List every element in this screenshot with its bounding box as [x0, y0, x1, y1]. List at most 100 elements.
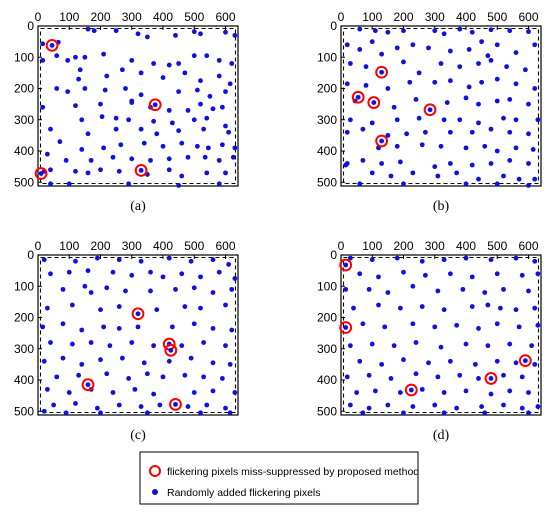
data-point-random	[385, 29, 391, 35]
data-point-random	[198, 274, 203, 280]
data-point-random	[207, 93, 213, 99]
data-point-missed	[131, 307, 145, 321]
data-point-random	[129, 57, 135, 63]
data-point-random	[132, 386, 138, 392]
data-point-random	[48, 271, 53, 277]
data-point-random	[435, 288, 441, 294]
data-point-random	[519, 405, 525, 411]
data-point-missed-center	[379, 69, 385, 75]
x-tick-label: 400	[153, 10, 173, 24]
data-point-random	[360, 126, 366, 132]
data-point-missed	[148, 98, 162, 112]
data-point-random	[513, 81, 519, 87]
data-point-random	[438, 61, 444, 66]
data-point-random	[205, 145, 211, 151]
legend-box	[139, 451, 419, 505]
data-point-random	[447, 358, 453, 364]
data-point-random	[69, 341, 75, 347]
x-tick-label: 400	[456, 239, 476, 253]
data-point-random	[48, 126, 53, 132]
data-point-random	[463, 255, 469, 261]
data-point-random	[79, 117, 85, 123]
data-point-random	[507, 97, 513, 102]
data-point-random	[144, 371, 150, 377]
data-point-random	[201, 340, 207, 345]
data-point-random	[123, 288, 128, 294]
data-point-random	[485, 53, 491, 59]
data-point-random	[229, 286, 235, 292]
data-point-random	[173, 286, 178, 292]
data-point-random	[343, 162, 349, 168]
data-point-random	[360, 321, 366, 327]
x-tick-label: 0	[35, 10, 42, 24]
data-point-random	[73, 54, 78, 60]
data-point-random	[113, 115, 119, 121]
data-point-missed	[339, 321, 353, 334]
data-point-random	[191, 53, 197, 59]
data-point-random	[535, 117, 541, 123]
data-point-random	[441, 117, 447, 123]
data-point-random	[216, 73, 222, 79]
data-point-random	[173, 32, 178, 38]
data-point-random	[148, 269, 153, 275]
y-tick-label: 0	[330, 248, 337, 262]
data-point-random	[185, 107, 191, 113]
data-point-random	[176, 61, 182, 66]
data-point-random	[73, 258, 78, 264]
x-tick-label: 600	[215, 10, 235, 24]
data-point-missed	[81, 378, 95, 392]
data-point-random	[201, 126, 207, 132]
data-point-missed-center	[355, 94, 361, 100]
data-point-random	[507, 157, 513, 163]
data-point-missed	[164, 343, 178, 357]
data-point-missed	[169, 397, 182, 411]
data-point-random	[226, 129, 232, 135]
data-point-random	[494, 42, 500, 48]
data-point-random	[216, 181, 222, 187]
data-point-random	[432, 79, 438, 85]
data-point-random	[169, 120, 175, 126]
data-point-random	[63, 410, 69, 416]
data-point-random	[385, 132, 391, 138]
data-point-random	[447, 161, 453, 166]
data-point-random	[216, 57, 222, 63]
data-point-random	[488, 161, 494, 166]
data-point-random	[198, 305, 203, 311]
data-point-missed-center	[343, 325, 349, 330]
legend-label-missed: flickering pixels miss-suppressed by pro…	[167, 466, 419, 478]
data-point-random	[519, 272, 525, 278]
plot-frame	[340, 254, 542, 416]
data-point-missed-center	[85, 382, 91, 388]
data-point-random	[107, 343, 113, 349]
data-point-random	[188, 258, 194, 264]
data-point-random	[60, 355, 66, 361]
x-tick-label: 100	[59, 239, 79, 253]
data-point-random	[98, 357, 103, 363]
data-point-random	[504, 64, 510, 70]
data-point-random	[129, 100, 135, 105]
data-point-missed-center	[152, 102, 158, 108]
data-point-random	[160, 374, 166, 380]
data-point-random	[441, 390, 447, 395]
data-point-random	[191, 117, 197, 123]
data-point-random	[457, 117, 463, 123]
data-point-random	[227, 410, 233, 416]
data-point-random	[73, 401, 78, 406]
data-point-random	[101, 145, 107, 151]
data-point-random	[154, 307, 160, 313]
data-point-random	[526, 161, 531, 166]
data-point-random	[360, 410, 366, 416]
data-point-random	[479, 39, 485, 45]
data-point-random	[379, 161, 385, 166]
data-point-random	[57, 139, 63, 145]
data-point-random	[229, 327, 235, 333]
data-point-random	[157, 402, 163, 408]
data-point-random	[535, 404, 541, 409]
data-point-random	[101, 51, 107, 57]
data-point-random	[347, 343, 353, 349]
data-point-random	[479, 79, 485, 85]
data-point-random	[151, 61, 157, 66]
panels: 0 100 200 300 400 500 600 0 100 200 300 400 500 (a) 0 1…	[14, 10, 542, 443]
data-point-missed-center	[138, 167, 144, 173]
data-point-random	[454, 405, 460, 411]
